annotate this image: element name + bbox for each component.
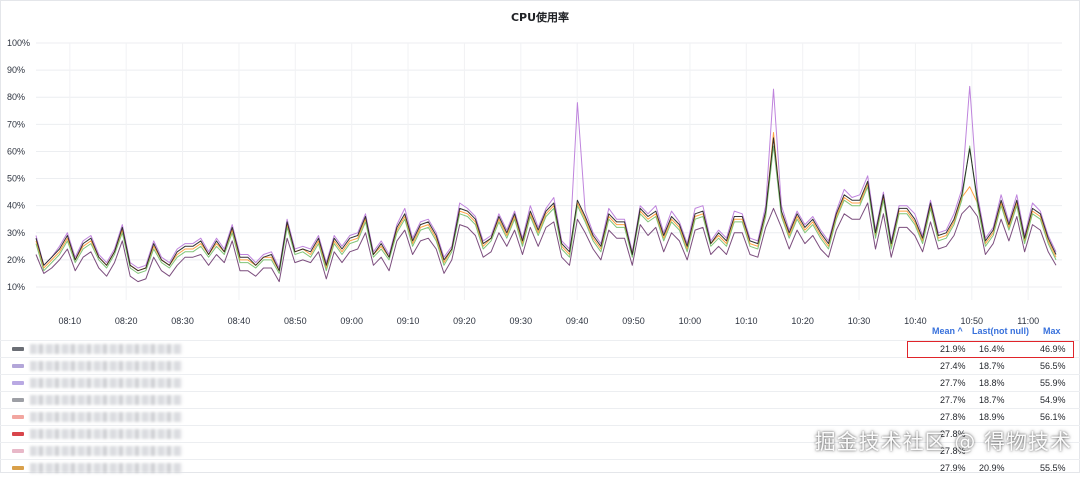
x-tick-label: 11:00 [1017, 316, 1039, 326]
legend-last-value: 16.4% [979, 344, 1005, 354]
x-tick-label: 09:00 [340, 316, 363, 326]
legend-header-mean[interactable]: Mean ^ [932, 326, 963, 336]
legend-mean-value: 27.7% [940, 378, 966, 388]
line-chart: 10% 20% 30% 40% 50% 60% 70% 80% 90% 100% 08:10 08:2… [7, 38, 1062, 326]
x-tick-label: 10:40 [904, 316, 927, 326]
legend-series-name [30, 395, 182, 405]
legend-row[interactable]: 27.4% 18.7% 56.5% [0, 357, 1080, 375]
x-tick-label: 08:40 [228, 316, 251, 326]
legend-swatch [12, 415, 24, 419]
y-tick-label: 40% [7, 201, 25, 211]
legend-last-value: 18.8% [979, 378, 1005, 388]
x-tick-label: 09:40 [566, 316, 589, 326]
x-tick-label: 09:50 [622, 316, 645, 326]
series-line [35, 202, 1057, 283]
legend-series-name [30, 412, 182, 422]
y-tick-label: 60% [7, 146, 25, 156]
legend-mean-value: 27.8% [940, 412, 966, 422]
legend-row[interactable]: 27.8% [0, 442, 1080, 460]
y-tick-label: 80% [7, 92, 25, 102]
y-tick-label: 100% [7, 38, 30, 48]
legend-max-value: 46.9% [1040, 344, 1066, 354]
legend-swatch [12, 398, 24, 402]
legend-header-last[interactable]: Last(not null) [972, 326, 1029, 336]
legend-swatch [12, 432, 24, 436]
watermark: 掘金技术社区 @ 得物技术 [814, 430, 1072, 454]
legend-swatch [12, 449, 24, 453]
legend-row[interactable]: 27.8% 18.9% 56.1% [0, 408, 1080, 426]
x-tick-label: 08:10 [59, 316, 82, 326]
x-tick-label: 10:10 [735, 316, 758, 326]
y-tick-label: 50% [7, 174, 25, 184]
y-tick-label: 20% [7, 255, 25, 265]
legend-mean-value: 27.8% [940, 446, 966, 456]
legend-row[interactable]: 27.7% 18.7% 54.9% [0, 391, 1080, 409]
series-line [35, 145, 1057, 274]
series-line [35, 132, 1057, 272]
legend-last-value: 18.7% [979, 395, 1005, 405]
legend-max-value: 55.5% [1040, 463, 1066, 473]
y-tick-label: 30% [7, 228, 25, 238]
legend-swatch [12, 381, 24, 385]
x-tick-label: 08:20 [115, 316, 138, 326]
legend-mean-value: 27.8% [940, 429, 966, 439]
legend-series-name [30, 463, 182, 473]
legend-max-value: 56.1% [1040, 412, 1066, 422]
series-line [35, 137, 1057, 272]
legend-table: Mean ^ Last(not null) Max 21.9% 16.4% 46.9… [0, 326, 1080, 473]
legend-last-value: 18.7% [979, 361, 1005, 371]
y-tick-label: 10% [7, 282, 25, 292]
x-tick-label: 09:10 [397, 316, 420, 326]
x-tick-label: 10:00 [679, 316, 702, 326]
x-tick-label: 09:20 [453, 316, 476, 326]
legend-header-max[interactable]: Max [1043, 326, 1061, 336]
legend-max-value: 55.9% [1040, 378, 1066, 388]
legend-series-name [30, 344, 182, 354]
y-tick-label: 70% [7, 119, 25, 129]
legend-last-value: 18.9% [979, 412, 1005, 422]
legend-mean-value: 27.7% [940, 395, 966, 405]
chart-title: CPU使用率 [510, 11, 570, 24]
legend-max-value: 56.5% [1040, 361, 1066, 371]
legend-mean-value: 27.9% [940, 463, 966, 473]
legend-series-name [30, 378, 182, 388]
legend-swatch [12, 347, 24, 351]
legend-mean-value: 27.4% [940, 361, 966, 371]
x-tick-label: 08:30 [171, 316, 194, 326]
legend-row[interactable]: 27.8% [0, 425, 1080, 443]
x-tick-label: 09:30 [510, 316, 533, 326]
legend-swatch [12, 364, 24, 368]
highlight-box [907, 341, 1074, 358]
legend-last-value: 20.9% [979, 463, 1005, 473]
x-tick-label: 10:50 [961, 316, 984, 326]
y-tick-label: 90% [7, 65, 25, 75]
legend-row[interactable]: 21.9% 16.4% 46.9% [0, 340, 1080, 358]
x-tick-label: 10:20 [791, 316, 814, 326]
x-tick-label: 08:50 [284, 316, 307, 326]
legend-series-name [30, 361, 182, 371]
series-line [35, 85, 1057, 269]
legend-mean-value: 21.9% [940, 344, 966, 354]
legend-row[interactable]: 27.9% 20.9% 55.5% [0, 459, 1080, 477]
legend-series-name [30, 446, 182, 456]
legend-row[interactable]: 27.7% 18.8% 55.9% [0, 374, 1080, 392]
legend-swatch [12, 466, 24, 470]
legend-max-value: 54.9% [1040, 395, 1066, 405]
x-tick-label: 10:30 [848, 316, 871, 326]
legend-series-name [30, 429, 182, 439]
